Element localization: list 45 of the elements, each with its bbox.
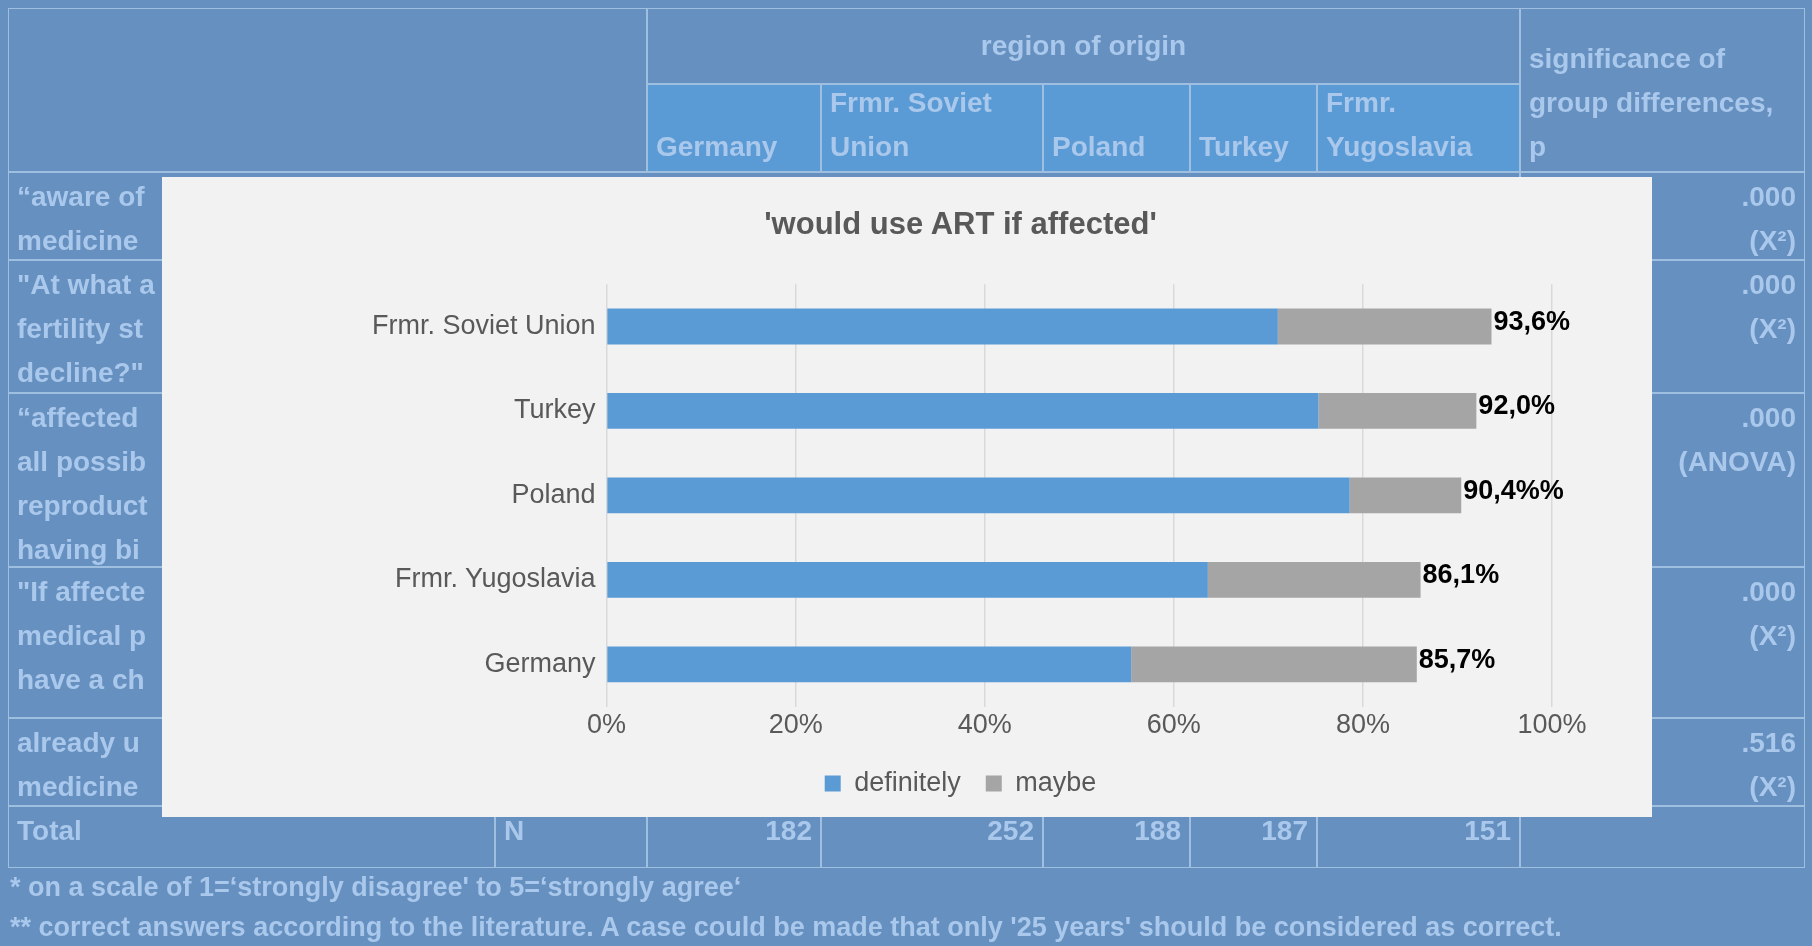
text: Poland: [1052, 130, 1146, 164]
total-label: 86,1%: [1422, 559, 1500, 590]
x-tick-label: 40%: [957, 709, 1012, 740]
text: .516 (X²): [1741, 726, 1796, 804]
text: ** correct answers according to the literature. A case could be made that only '25 years' should be considered as correct.: [10, 912, 1562, 943]
text: 188: [1134, 814, 1181, 848]
text: N: [504, 814, 525, 848]
text: Germany: [656, 130, 778, 164]
text: significance of group differences, p: [1529, 42, 1775, 164]
text: “aware of medicine: [17, 180, 145, 258]
y-tick-label: Germany: [484, 647, 597, 678]
text: “affected all possib reproduct having bi: [17, 401, 148, 567]
chart-title: 'would use ART if affected': [764, 206, 1157, 242]
text: .000 (X²): [1741, 180, 1796, 258]
text: 151: [1464, 814, 1511, 848]
x-tick-label: 100%: [1517, 709, 1587, 740]
total-label: 85,7%: [1418, 643, 1496, 674]
text: region of origin: [980, 29, 1187, 63]
text: Turkey: [1199, 130, 1289, 164]
y-tick-label: Frmr. Soviet Union: [371, 309, 596, 340]
text: .000 (X²): [1741, 575, 1796, 653]
x-tick-label: 20%: [768, 709, 823, 740]
legend-label: definitely: [854, 766, 962, 797]
text: 252: [987, 814, 1034, 848]
text: * on a scale of 1=‘strongly disagree' to 5=‘strongly agree‘: [10, 872, 742, 903]
total-label: 90,4%%: [1463, 474, 1564, 505]
text: Frmr. Soviet Union: [830, 86, 993, 164]
text: Total: [17, 814, 82, 848]
text: "If affecte medical p have a ch: [17, 575, 147, 697]
y-tick-label: Poland: [511, 478, 596, 509]
legend-label: maybe: [1015, 766, 1097, 797]
x-tick-label: 80%: [1335, 709, 1390, 740]
text: .000 (X²): [1741, 268, 1796, 346]
total-label: 92,0%: [1478, 390, 1555, 421]
text: "At what a fertility st decline?": [17, 268, 155, 390]
text: already u medicine: [17, 726, 140, 804]
text: Frmr. Yugoslavia: [1326, 86, 1474, 164]
y-tick-label: Frmr. Yugoslavia: [394, 563, 597, 594]
total-label: 93,6%: [1493, 305, 1571, 336]
text: 187: [1261, 814, 1308, 848]
text: .000 (ANOVA): [1678, 401, 1796, 479]
x-tick-label: 60%: [1146, 709, 1201, 740]
y-tick-label: Turkey: [514, 394, 597, 425]
x-tick-label: 0%: [587, 709, 627, 740]
text: 182: [765, 814, 812, 848]
